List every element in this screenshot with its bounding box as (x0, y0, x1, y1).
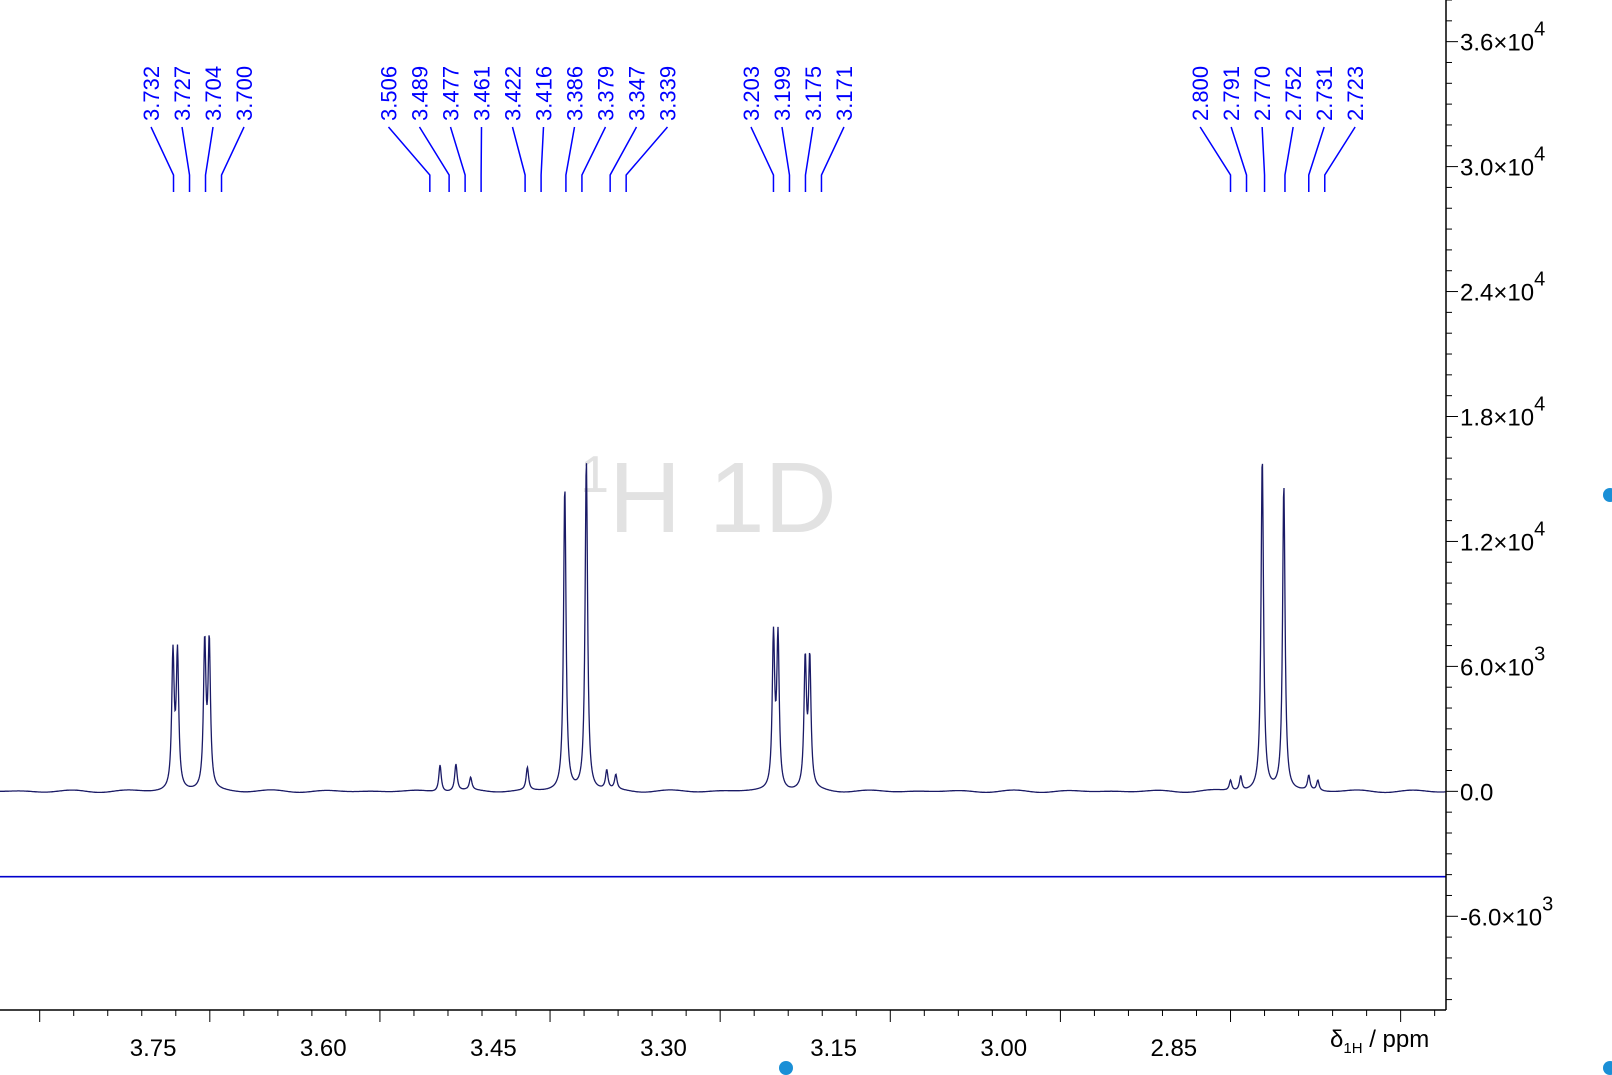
peak-leader-line (782, 127, 790, 192)
y-tick-exponent: 3 (1534, 643, 1545, 665)
y-tick-label: 2.4×104 (1460, 269, 1545, 307)
peak-leader-line (151, 127, 174, 192)
spectrum-watermark: 1H 1D (580, 442, 837, 554)
y-tick-mantissa: -6.0×10 (1460, 904, 1542, 931)
y-tick-label: 3.6×104 (1460, 19, 1545, 57)
y-tick-mantissa: 6.0×10 (1460, 654, 1534, 681)
x-tick-label: 3.60 (300, 1035, 347, 1062)
y-tick-exponent: 4 (1534, 393, 1545, 415)
y-tick-label: 6.0×103 (1460, 643, 1545, 681)
x-axis-label-symbol: δ (1330, 1026, 1343, 1053)
y-tick-label: 3.0×104 (1460, 144, 1545, 182)
x-tick-label: 3.15 (810, 1035, 857, 1062)
x-tick-label: 3.30 (640, 1035, 687, 1062)
y-tick-exponent: 4 (1534, 518, 1545, 540)
peak-label: 3.700 (232, 66, 257, 121)
peak-leader-line (821, 127, 844, 192)
peak-leader-line (805, 127, 813, 192)
watermark-main: H 1D (609, 442, 837, 554)
peak-leader-line (1231, 127, 1246, 192)
y-tick-label: 1.2×104 (1460, 518, 1545, 556)
x-tick-label: 3.75 (130, 1035, 177, 1062)
peak-label: 3.386 (562, 66, 587, 121)
peak-label: 3.199 (770, 66, 795, 121)
y-tick-label: 0.0 (1460, 779, 1493, 806)
x-tick-label: 2.85 (1150, 1035, 1197, 1062)
peak-label: 3.339 (655, 66, 680, 121)
peak-label: 3.489 (407, 66, 432, 121)
peak-leader-line (512, 127, 525, 192)
peak-label: 3.347 (624, 66, 649, 121)
peak-label: 2.723 (1343, 66, 1368, 121)
peak-label: 3.203 (739, 66, 764, 121)
peak-leader-line (566, 127, 575, 192)
y-tick-mantissa: 0.0 (1460, 779, 1493, 806)
peak-leader-line (419, 127, 449, 192)
y-tick-mantissa: 3.0×10 (1460, 155, 1534, 182)
peak-label: 3.477 (438, 66, 463, 121)
peak-label: 3.171 (832, 66, 857, 121)
y-tick-exponent: 3 (1542, 893, 1553, 915)
peak-label: 2.731 (1312, 66, 1337, 121)
x-axis-label-subscript: 1H (1343, 1040, 1362, 1057)
peak-leader-line (1309, 127, 1324, 192)
y-tick-label: -6.0×103 (1460, 893, 1553, 931)
peak-leader-line (751, 127, 774, 192)
peak-label: 3.704 (201, 66, 226, 121)
peak-label: 2.770 (1250, 66, 1275, 121)
peak-label: 3.379 (593, 66, 618, 121)
peak-label: 2.752 (1281, 66, 1306, 121)
bottom-resize-handle[interactable] (779, 1061, 793, 1075)
peak-label: 3.416 (531, 66, 556, 121)
peak-label: 3.175 (801, 66, 826, 121)
x-tick-label: 3.45 (470, 1035, 517, 1062)
x-axis-label-unit: / ppm (1363, 1026, 1430, 1053)
y-axis: 3.6×1043.0×1042.4×1041.8×1041.2×1046.0×1… (1446, 0, 1553, 1010)
y-tick-mantissa: 1.2×10 (1460, 529, 1534, 556)
peak-leader-line (1285, 127, 1293, 192)
right-edge-resize-handle[interactable] (1603, 488, 1612, 502)
x-tick-label: 3.00 (980, 1035, 1027, 1062)
peak-leader-line (1200, 127, 1230, 192)
peak-leader-line (450, 127, 465, 192)
x-axis-label: δ1H / ppm (1330, 1026, 1429, 1057)
y-tick-mantissa: 2.4×10 (1460, 280, 1534, 307)
peak-label: 3.727 (170, 66, 195, 121)
peak-label: 3.732 (139, 66, 164, 121)
y-tick-exponent: 4 (1534, 144, 1545, 166)
peak-label: 3.461 (469, 66, 494, 121)
peak-leader-line (626, 127, 667, 192)
peak-leader-line (610, 127, 636, 192)
bottom-right-resize-handle[interactable] (1603, 1061, 1612, 1075)
peak-leader-line (206, 127, 214, 192)
y-tick-exponent: 4 (1534, 269, 1545, 291)
watermark-superscript: 1 (580, 446, 609, 504)
peak-leader-line (1325, 127, 1355, 192)
peak-label: 3.506 (376, 66, 401, 121)
y-tick-mantissa: 1.8×10 (1460, 404, 1534, 431)
y-tick-label: 1.8×104 (1460, 393, 1545, 431)
peak-leader-line (1262, 127, 1264, 192)
peak-label: 2.791 (1219, 66, 1244, 121)
peak-leader-line (541, 127, 543, 192)
y-tick-exponent: 4 (1534, 19, 1545, 41)
peak-label: 2.800 (1188, 66, 1213, 121)
peak-leader-line (182, 127, 190, 192)
peak-leader-line (222, 127, 245, 192)
y-tick-mantissa: 3.6×10 (1460, 30, 1534, 57)
peak-leader-line (582, 127, 606, 192)
peak-label: 3.422 (500, 66, 525, 121)
x-axis: 3.75 3.60 3.45 3.30 3.15 3.00 2.85 (0, 1010, 1446, 1062)
peak-leader-line (388, 127, 429, 192)
